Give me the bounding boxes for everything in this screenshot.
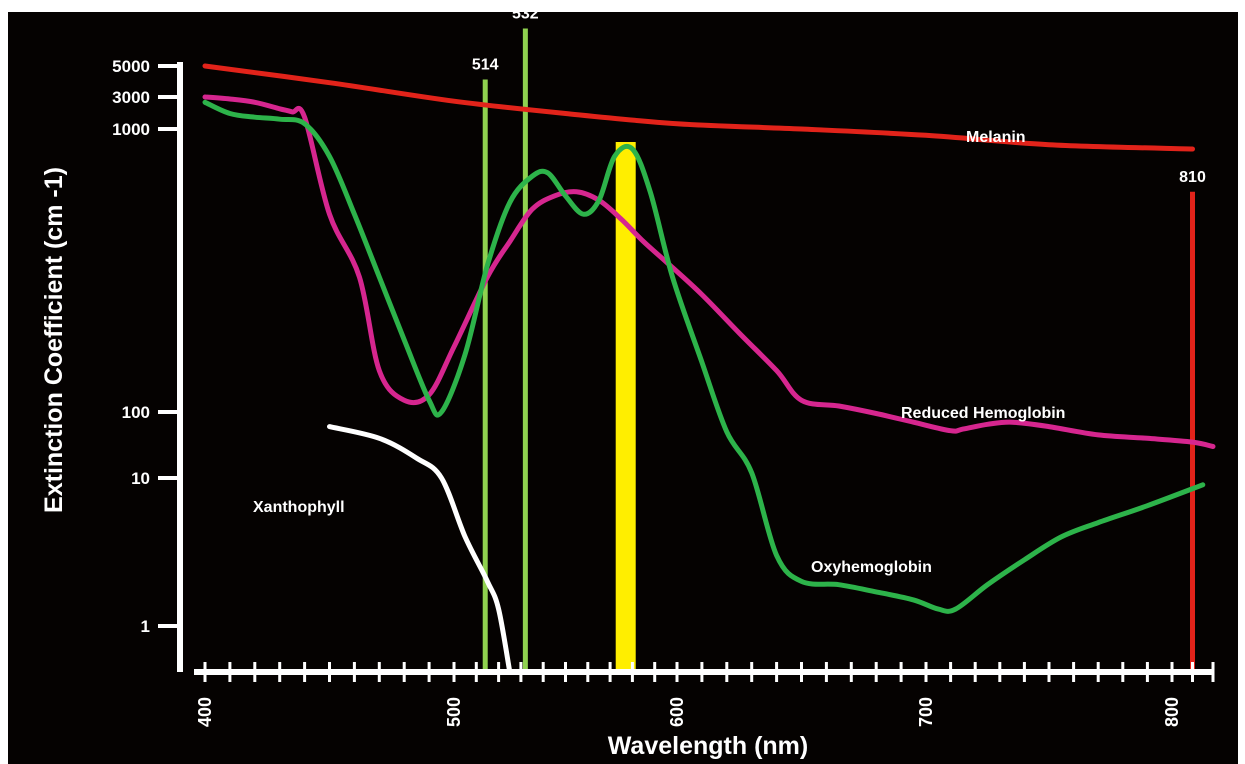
oxyhemoglobin-curve	[202, 99, 1206, 614]
x-axis-title: Wavelength (nm)	[608, 732, 808, 760]
axes-group: 5000 3000 1000 100 10 1 400 500 600 700 800	[112, 57, 1215, 727]
y-tick-label: 10	[131, 469, 150, 488]
x-tick-label: 400	[195, 697, 215, 727]
x-tick-label: 600	[667, 697, 687, 727]
reduced-hemoglobin-label: Reduced Hemoglobin	[901, 405, 1065, 422]
melanin-curve	[202, 63, 1195, 152]
y-tick-label: 1000	[112, 120, 150, 139]
chart-figure: 514 532 810 5000 3000 1000 100 10 1 400 500 600 700…	[8, 12, 1238, 764]
x-tick-label: 800	[1162, 697, 1182, 727]
y-tick-label: 5000	[112, 57, 150, 76]
laser-label-532: 532	[512, 12, 539, 23]
xanthophyll-curve	[327, 424, 513, 675]
y-tick-label: 3000	[112, 88, 150, 107]
oxyhemoglobin-label: Oxyhemoglobin	[811, 559, 932, 576]
labels-group: Extinction Coefficient (cm -1) Wavelengt…	[40, 129, 1065, 760]
melanin-label: Melanin	[966, 129, 1026, 146]
y-tick-label: 100	[122, 403, 150, 422]
y-axis-title: Extinction Coefficient (cm -1)	[40, 167, 68, 513]
laser-label-514: 514	[472, 57, 499, 74]
xanthophyll-label: Xanthophyll	[253, 499, 345, 516]
x-tick-label: 700	[916, 697, 936, 727]
series-group	[202, 63, 1216, 675]
laser-label-810: 810	[1179, 169, 1206, 186]
x-tick-label: 500	[444, 697, 464, 727]
extinction-coefficient-chart: 514 532 810 5000 3000 1000 100 10 1 400 500 600 700…	[40, 12, 1216, 760]
y-tick-label: 1	[141, 617, 150, 636]
reduced-hemoglobin-curve	[202, 94, 1216, 449]
